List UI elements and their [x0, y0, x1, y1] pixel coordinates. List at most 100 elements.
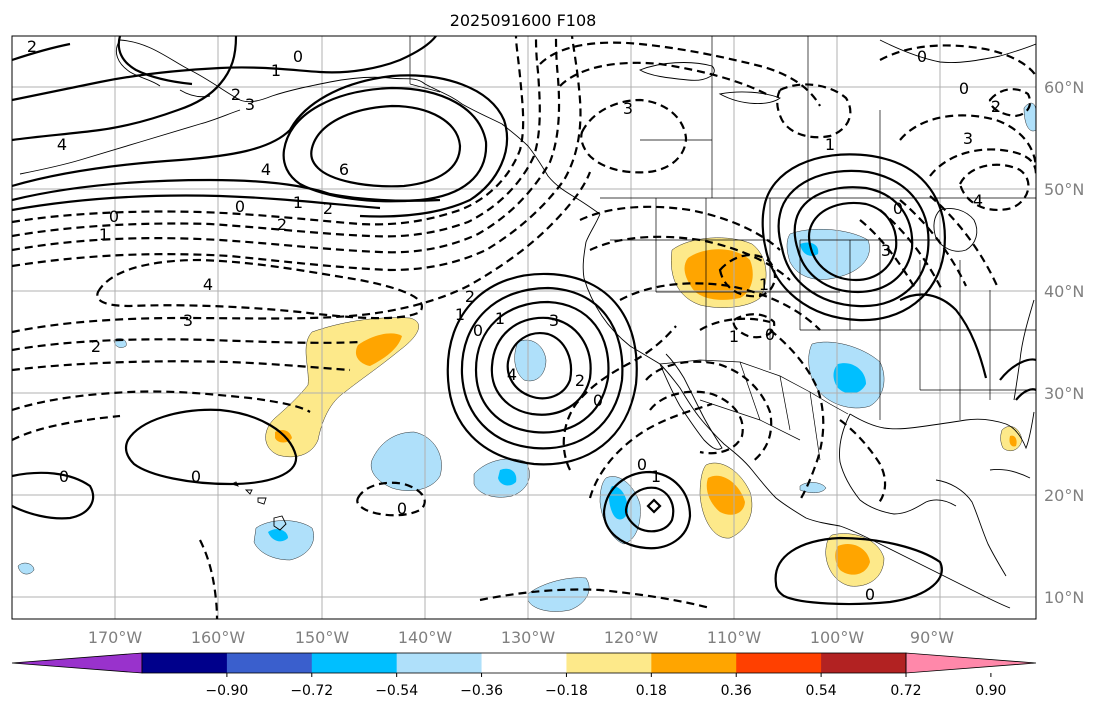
colorbar-frame	[141, 652, 907, 674]
contour-label: 4	[507, 365, 517, 384]
contour-label: 1	[455, 305, 465, 324]
contour-label: 0	[397, 499, 407, 518]
colorbar-extend-high	[905, 652, 1037, 674]
colorbar-tick-label: −0.36	[460, 683, 503, 699]
contour-label: 0	[235, 197, 245, 216]
negative-anomaly-region	[786, 229, 870, 280]
negative-anomaly-core	[800, 242, 819, 256]
contour-label: 0	[865, 585, 875, 604]
colorbar-extend-low	[11, 652, 143, 674]
colorbar-segment	[226, 653, 313, 673]
contour-label: 0	[917, 47, 927, 66]
colorbar-segment	[736, 653, 822, 673]
lon-label: 90°W	[910, 628, 954, 647]
contour-label: 2	[991, 97, 1001, 116]
us-state-borders	[610, 198, 1036, 420]
colorbar-segment	[311, 653, 398, 673]
contour-label: 2	[91, 337, 101, 356]
contour-label: 2	[465, 287, 475, 306]
colorbar-tick-label: 0.18	[636, 683, 667, 699]
negative-anomaly-core	[268, 529, 288, 542]
contour-label: 3	[623, 99, 633, 118]
canada-islands	[638, 62, 781, 105]
colorbar-tick-label: 0.90	[975, 683, 1006, 699]
negative-anomaly-core	[498, 468, 517, 486]
contour-label: 0	[473, 321, 483, 340]
colorbar-segment	[651, 653, 737, 673]
negative-anomaly-region	[17, 562, 35, 575]
negative-anomaly-region	[514, 339, 547, 382]
map-frame	[11, 35, 1037, 620]
colorbar-tick-label: −0.90	[205, 683, 248, 699]
alaska-coastline	[119, 39, 601, 215]
canada-province-borders	[640, 36, 881, 198]
positive-anomaly-core	[835, 543, 870, 575]
lat-label: 60°N	[1044, 78, 1084, 97]
contour-label: 2	[575, 371, 585, 390]
contour-label: 2	[277, 215, 287, 234]
contour-label: 1	[99, 225, 109, 244]
contour-label: 3	[549, 311, 559, 330]
contour-label: 0	[637, 455, 647, 474]
contour-labels: 2 0 1 2 3 4 6 4 1 2 0 2 1 0 4 3 2 2 1 0 …	[27, 37, 1001, 604]
lat-label: 50°N	[1044, 180, 1084, 199]
contour-label: 4	[261, 160, 271, 179]
hudson-bay-coast	[879, 39, 1036, 63]
lon-label: 160°W	[191, 628, 246, 647]
us-west-coastline	[582, 213, 1011, 609]
colorbar-tick-label: 0.54	[806, 683, 837, 699]
contour-label: 1	[729, 327, 739, 346]
contour-label: 2	[323, 199, 333, 218]
contour-label: 0	[959, 79, 969, 98]
contour-label: 1	[293, 193, 303, 212]
map-title: 2025091600 F108	[450, 11, 597, 30]
lon-label: 150°W	[295, 628, 350, 647]
colorbar-segment	[396, 653, 483, 673]
contour-label: 4	[973, 191, 983, 210]
negative-contours	[12, 36, 1036, 619]
lat-label: 10°N	[1044, 588, 1084, 607]
contour-label: 1	[271, 61, 281, 80]
colorbar-tick-label: 0.72	[890, 683, 921, 699]
baja-peninsula	[659, 353, 723, 450]
latitude-axis: 60°N 50°N 40°N 30°N 20°N 10°N	[1044, 78, 1084, 607]
colorbar: −0.90 −0.72 −0.54 −0.36 −0.18 0.18 0.36 0.54 0.7…	[11, 652, 1037, 699]
contour-label: 0	[765, 325, 775, 344]
positive-contours	[12, 36, 1036, 606]
contour-label: 4	[203, 275, 213, 294]
great-lakes	[933, 208, 978, 252]
lat-label: 40°N	[1044, 282, 1084, 301]
colorbar-segment	[142, 653, 228, 673]
longitude-axis: 170°W 160°W 150°W 140°W 130°W 120°W 110°…	[88, 628, 954, 647]
positive-anomaly-core	[1009, 435, 1017, 447]
lon-label: 130°W	[501, 628, 556, 647]
lon-label: 170°W	[88, 628, 143, 647]
colorbar-segment	[821, 653, 907, 673]
shaded-anomalies	[17, 102, 1036, 612]
political-borders	[409, 36, 1036, 461]
colorbar-tick-label: −0.18	[545, 683, 588, 699]
aleutian-chain	[19, 109, 241, 175]
lon-label: 110°W	[707, 628, 762, 647]
contour-label: 3	[881, 241, 891, 260]
contour-label: 2	[27, 37, 37, 56]
negative-anomaly-core	[609, 486, 628, 520]
contour-label: 0	[893, 199, 903, 218]
contour-label: 1	[651, 467, 661, 486]
contour-label: 3	[963, 129, 973, 148]
positive-anomaly-core	[355, 333, 402, 366]
contour-label: 1	[825, 135, 835, 154]
lon-label: 120°W	[604, 628, 659, 647]
lon-label: 100°W	[810, 628, 865, 647]
lat-label: 20°N	[1044, 486, 1084, 505]
mexico-state-borders	[699, 361, 821, 461]
contour-label: 0	[191, 467, 201, 486]
lon-label: 140°W	[398, 628, 453, 647]
contour-label: 0	[593, 391, 603, 410]
central-america	[935, 479, 1007, 577]
negative-anomaly-region	[527, 577, 590, 612]
contour-label: 1	[759, 275, 769, 294]
contour-label: 6	[339, 160, 349, 179]
contour-label: 3	[245, 95, 255, 114]
contour-label: 4	[57, 135, 67, 154]
